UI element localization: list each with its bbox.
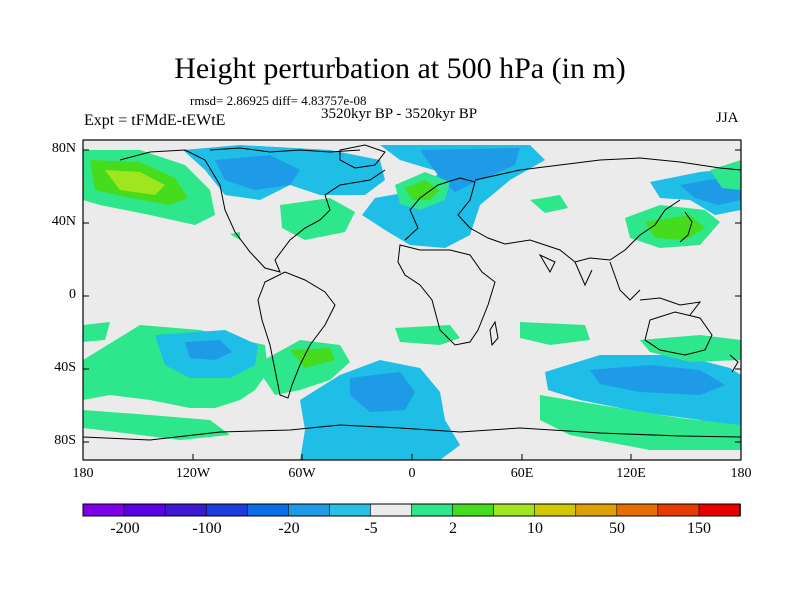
colorbar-swatch <box>657 503 700 517</box>
colorbar-label: 150 <box>687 520 711 537</box>
xtick-label: 60E <box>510 466 534 481</box>
colorbar-swatch <box>493 503 536 517</box>
ytick-label: 80N <box>51 141 76 156</box>
ytick-label: 40S <box>54 360 76 375</box>
xtick-label: 0 <box>408 466 416 481</box>
period-label: 3520kyr BP - 3520kyr BP <box>321 106 478 122</box>
colorbar-swatch <box>164 503 207 517</box>
colorbar-label: -20 <box>278 520 300 537</box>
xtick-label: 180 <box>72 466 94 481</box>
ytick-label: 0 <box>69 287 76 302</box>
coastlines <box>83 144 741 441</box>
axis-ticks <box>82 149 742 460</box>
colorbar-swatch <box>452 503 495 517</box>
colorbar-swatch <box>288 503 331 517</box>
colorbar-label: -5 <box>364 520 378 537</box>
colorbar-label: -100 <box>192 520 222 537</box>
colorbar-label: 10 <box>527 520 543 537</box>
colorbar-swatch <box>123 503 166 517</box>
map-title: Height perturbation at 500 hPa (in m) <box>174 52 626 85</box>
xtick-label: 120W <box>175 466 211 481</box>
experiment-label: Expt = tFMdE-tEWtE <box>84 112 226 129</box>
colorbar <box>82 503 741 517</box>
colorbar-label: -200 <box>110 520 140 537</box>
colorbar-swatch <box>246 503 290 517</box>
colorbar-label: 2 <box>449 520 457 537</box>
xtick-label: 180 <box>730 466 752 481</box>
xtick-label: 60W <box>288 466 316 481</box>
colorbar-label: 50 <box>609 520 625 537</box>
colorbar-swatch <box>411 503 454 517</box>
season-label: JJA <box>716 110 739 126</box>
ytick-label: 40N <box>51 214 76 229</box>
colorbar-swatch <box>616 503 659 517</box>
colorbar-swatch <box>575 503 618 517</box>
colorbar-swatch <box>698 503 741 517</box>
map-field <box>83 140 741 460</box>
stats-label: rmsd= 2.86925 diff= 4.83757e-08 <box>190 93 367 108</box>
xtick-label: 120E <box>616 466 646 481</box>
colorbar-swatch <box>370 503 413 517</box>
colorbar-swatch <box>205 503 249 517</box>
colorbar-swatch <box>82 503 125 517</box>
colorbar-swatch <box>329 503 372 517</box>
colorbar-swatch <box>534 503 577 517</box>
ytick-label: 80S <box>54 433 76 448</box>
